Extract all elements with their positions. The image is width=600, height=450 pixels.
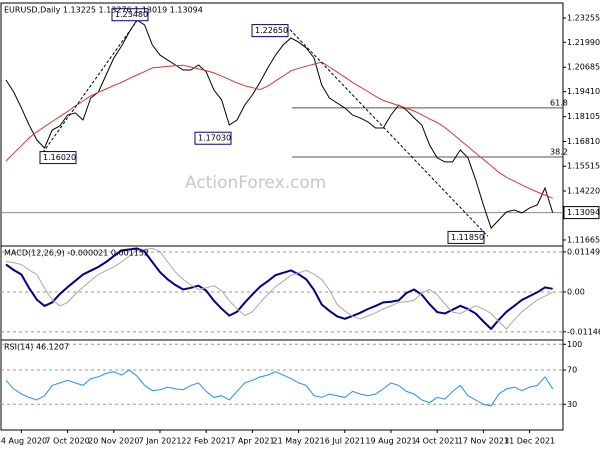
y-tick-label: 1.18105 xyxy=(567,112,600,121)
x-tick-label: 7 Apr 2021 xyxy=(230,437,274,446)
last-price-label: 1.13094 xyxy=(567,208,600,217)
series-line xyxy=(5,247,553,331)
y-tick-label: 0.00 xyxy=(567,287,585,296)
annotation-box xyxy=(194,131,232,145)
fib-label: 38.2 xyxy=(550,147,568,156)
series-line xyxy=(5,369,554,407)
y-tick-label: 30 xyxy=(567,400,577,409)
panel-frame xyxy=(0,339,564,431)
series-line xyxy=(5,61,553,199)
x-tick-label: 7 Jan 2021 xyxy=(139,437,182,446)
series-line xyxy=(5,19,554,229)
trend-line xyxy=(39,13,143,157)
annotation-label: 1.16020 xyxy=(43,153,76,162)
x-tick-label: 22 Feb 2021 xyxy=(181,437,231,446)
annotation-label: 1.11850 xyxy=(451,233,484,242)
y-tick-label: 1.20685 xyxy=(567,63,600,72)
y-tick-label: 1.16810 xyxy=(567,137,600,146)
annotation-label: 1.23480 xyxy=(115,10,148,19)
y-tick-label: 1.11665 xyxy=(567,235,600,244)
annotation-label: 1.17030 xyxy=(198,134,231,143)
y-tick-label: 1.14220 xyxy=(567,187,600,196)
x-tick-label: 21 May 2021 xyxy=(273,437,325,446)
x-tick-label: 4 Oct 2021 xyxy=(415,437,459,446)
y-tick-label: 1.23255 xyxy=(567,14,600,23)
x-tick-label: 7 Oct 2020 xyxy=(45,437,89,446)
last-price-box xyxy=(563,206,600,220)
panel-frame xyxy=(0,2,564,247)
y-tick-label: 1.19410 xyxy=(567,87,600,96)
watermark: ActionForex.com xyxy=(185,173,326,193)
x-tick-label: 6 Jul 2021 xyxy=(325,437,365,446)
annotation-label: 1.22650 xyxy=(255,26,288,35)
x-tick-label: 31 Dec 2021 xyxy=(504,437,555,446)
series-line xyxy=(5,247,553,330)
x-tick-label: 24 Aug 2020 xyxy=(0,437,47,446)
annotation-box xyxy=(447,230,485,244)
trend-line xyxy=(289,29,489,237)
panel-frame xyxy=(0,245,564,341)
y-tick-label: 100 xyxy=(567,340,582,349)
annotation-box xyxy=(251,24,289,38)
panel-title: MACD(12,26,9) -0.000021 0.001152 xyxy=(4,249,149,258)
panel-title: RSI(14) 46.1207 xyxy=(4,343,69,352)
fib-label: 61.8 xyxy=(550,98,568,107)
y-tick-label: 1.15515 xyxy=(567,162,600,171)
x-tick-label: 20 Nov 2020 xyxy=(88,437,139,446)
y-tick-label: 0.011493 xyxy=(567,247,600,256)
panel-title: EURUSD,Daily 1.13225 1.13276 1.13019 1.1… xyxy=(4,6,203,15)
x-tick-label: 17 Nov 2021 xyxy=(458,437,509,446)
y-tick-label: 1.21990 xyxy=(567,38,600,47)
annotation-box xyxy=(39,151,77,165)
x-tick-label: 19 Aug 2021 xyxy=(365,437,416,446)
y-tick-label: 70 xyxy=(567,366,577,375)
y-tick-label: -0.011461 xyxy=(567,327,600,336)
annotation-box xyxy=(111,8,149,22)
